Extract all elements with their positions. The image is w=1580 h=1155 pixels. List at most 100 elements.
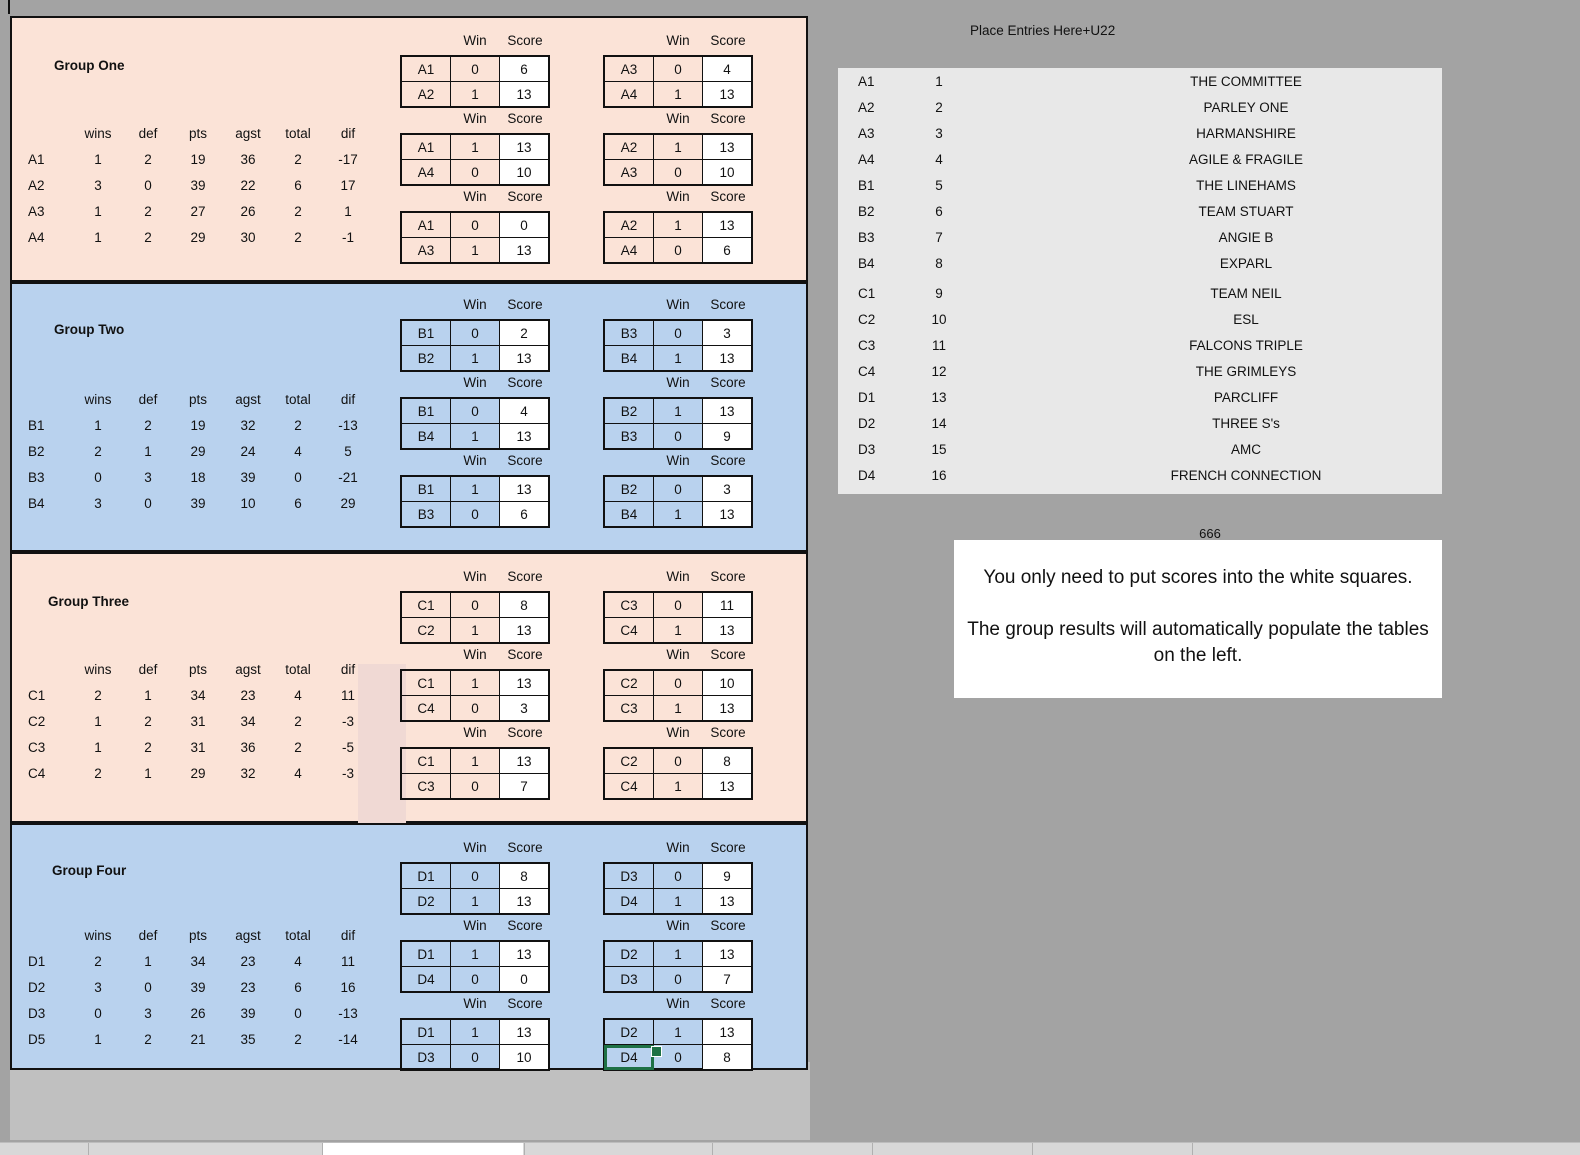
match-score-cell[interactable]: 7 (499, 773, 550, 800)
match-score-cell[interactable]: 13 (499, 423, 550, 450)
sheet-tab-5[interactable] (872, 1143, 1031, 1155)
match-score-cell[interactable]: 10 (499, 159, 550, 186)
match-win-cell: 0 (653, 237, 703, 264)
match-win-cell: 1 (653, 501, 703, 528)
match-team-cell: B3 (603, 423, 654, 450)
sheet-tab-4[interactable] (712, 1143, 871, 1155)
match-row: B4 1 13 (400, 423, 550, 450)
match-score-cell[interactable]: 7 (702, 966, 753, 993)
sheet-tab-active[interactable] (322, 1143, 523, 1155)
match-score-cell[interactable]: 6 (499, 501, 550, 528)
match-score-cell[interactable]: 13 (499, 475, 550, 502)
match-score-cell[interactable]: 8 (499, 862, 550, 889)
standings-cell-agst: 26 (240, 204, 256, 219)
match-score-cell[interactable]: 13 (499, 237, 550, 264)
match-score-cell[interactable]: 13 (499, 617, 550, 644)
match-score-cell[interactable]: 9 (702, 862, 753, 889)
match-score-cell[interactable]: 9 (702, 423, 753, 450)
match-score-cell[interactable]: 13 (702, 397, 753, 424)
match-score-cell[interactable]: 11 (702, 591, 753, 618)
match-score-cell[interactable]: 13 (702, 501, 753, 528)
standings-cell-agst: 39 (240, 470, 256, 485)
match-score-cell[interactable]: 13 (499, 669, 550, 696)
match-team-cell: A2 (603, 211, 654, 238)
match-win-cell: 1 (653, 695, 703, 722)
standings-cell-dif: -13 (338, 1006, 358, 1021)
entry-team-name[interactable]: THE LINEHAMS (1196, 178, 1296, 193)
match-score-cell[interactable]: 10 (702, 669, 753, 696)
sheet-tab-3[interactable] (524, 1143, 711, 1155)
entry-code: C4 (858, 364, 876, 379)
shaded-column (358, 664, 406, 823)
match-score-cell[interactable]: 13 (702, 81, 753, 108)
match-score-label: Score (710, 111, 746, 126)
entry-team-name[interactable]: PARLEY ONE (1203, 100, 1289, 115)
match-win-cell: 1 (653, 888, 703, 915)
match-score-label: Score (710, 297, 746, 312)
match-score-cell[interactable]: 13 (702, 695, 753, 722)
match-score-cell[interactable]: 10 (702, 159, 753, 186)
entry-team-name[interactable]: TEAM STUART (1198, 204, 1294, 219)
entry-team-name[interactable]: AMC (1231, 442, 1261, 457)
fill-handle[interactable] (651, 1046, 662, 1057)
match-score-cell[interactable]: 13 (702, 1018, 753, 1045)
entry-team-name[interactable]: EXPARL (1219, 256, 1273, 271)
match-score-cell[interactable]: 13 (499, 345, 550, 372)
match-win-label: Win (666, 453, 690, 468)
entry-team-name[interactable]: THE COMMITTEE (1190, 74, 1302, 89)
match-score-cell[interactable]: 13 (499, 133, 550, 160)
match-score-cell[interactable]: 6 (702, 237, 753, 264)
entry-team-name[interactable]: THE GRIMLEYS (1195, 364, 1297, 379)
entry-row: C4 12 THE GRIMLEYS (838, 360, 1442, 384)
match-win-cell: 1 (450, 669, 500, 696)
entry-team-name[interactable]: AGILE & FRAGILE (1188, 152, 1304, 167)
match-score-label: Score (710, 453, 746, 468)
standings-cell-agst: 34 (240, 714, 256, 729)
match-score-cell[interactable]: 8 (702, 1044, 753, 1071)
match-score-cell[interactable]: 0 (499, 966, 550, 993)
match-score-cell[interactable]: 0 (499, 211, 550, 238)
match-score-cell[interactable]: 13 (499, 747, 550, 774)
match-score-cell[interactable]: 13 (702, 133, 753, 160)
match-score-cell[interactable]: 13 (702, 617, 753, 644)
match-score-cell[interactable]: 13 (702, 773, 753, 800)
empty-sheet-area[interactable] (10, 1062, 810, 1140)
match-team-cell: C3 (603, 591, 654, 618)
match-score-cell[interactable]: 8 (499, 591, 550, 618)
group-title: Group Two (54, 322, 125, 337)
entry-team-name[interactable]: THREE S's (1212, 416, 1280, 431)
entry-team-name[interactable]: ANGIE B (1218, 230, 1274, 245)
match-score-cell[interactable]: 4 (499, 397, 550, 424)
match-score-cell[interactable]: 3 (702, 475, 753, 502)
match-win-label: Win (666, 996, 690, 1011)
match-score-cell[interactable]: 13 (702, 888, 753, 915)
match-score-cell[interactable]: 13 (499, 940, 550, 967)
match-score-cell[interactable]: 13 (702, 345, 753, 372)
match-score-cell[interactable]: 13 (499, 81, 550, 108)
match-score-cell[interactable]: 2 (499, 319, 550, 346)
match-score-cell[interactable]: 8 (702, 747, 753, 774)
sheet-tab-6[interactable] (1032, 1143, 1191, 1155)
match-score-cell[interactable]: 13 (702, 211, 753, 238)
match-score-cell[interactable]: 13 (499, 888, 550, 915)
match-win-cell: 1 (653, 1018, 703, 1045)
standings-team-id: A3 (28, 204, 45, 219)
entry-number: 12 (931, 364, 947, 379)
match-score-cell[interactable]: 13 (702, 940, 753, 967)
match-score-cell[interactable]: 3 (499, 695, 550, 722)
match-score-cell[interactable]: 3 (702, 319, 753, 346)
match-score-cell[interactable]: 6 (499, 55, 550, 82)
match-score-cell[interactable]: 10 (499, 1044, 550, 1071)
sheet-tab-1[interactable] (88, 1143, 321, 1155)
entry-team-name[interactable]: TEAM NEIL (1210, 286, 1282, 301)
entry-team-name[interactable]: FALCONS TRIPLE (1189, 338, 1303, 353)
match-score-cell[interactable]: 13 (499, 1018, 550, 1045)
match-score-cell[interactable]: 4 (702, 55, 753, 82)
entry-team-name[interactable]: HARMANSHIRE (1196, 126, 1296, 141)
selected-cell[interactable]: D4 (603, 1044, 654, 1071)
match-row: A1 1 13 (400, 133, 550, 160)
entry-team-name[interactable]: PARCLIFF (1213, 390, 1279, 405)
entry-team-name[interactable]: FRENCH CONNECTION (1170, 468, 1322, 483)
sheet-tab-7[interactable] (1192, 1143, 1271, 1155)
entry-team-name[interactable]: ESL (1233, 312, 1259, 327)
